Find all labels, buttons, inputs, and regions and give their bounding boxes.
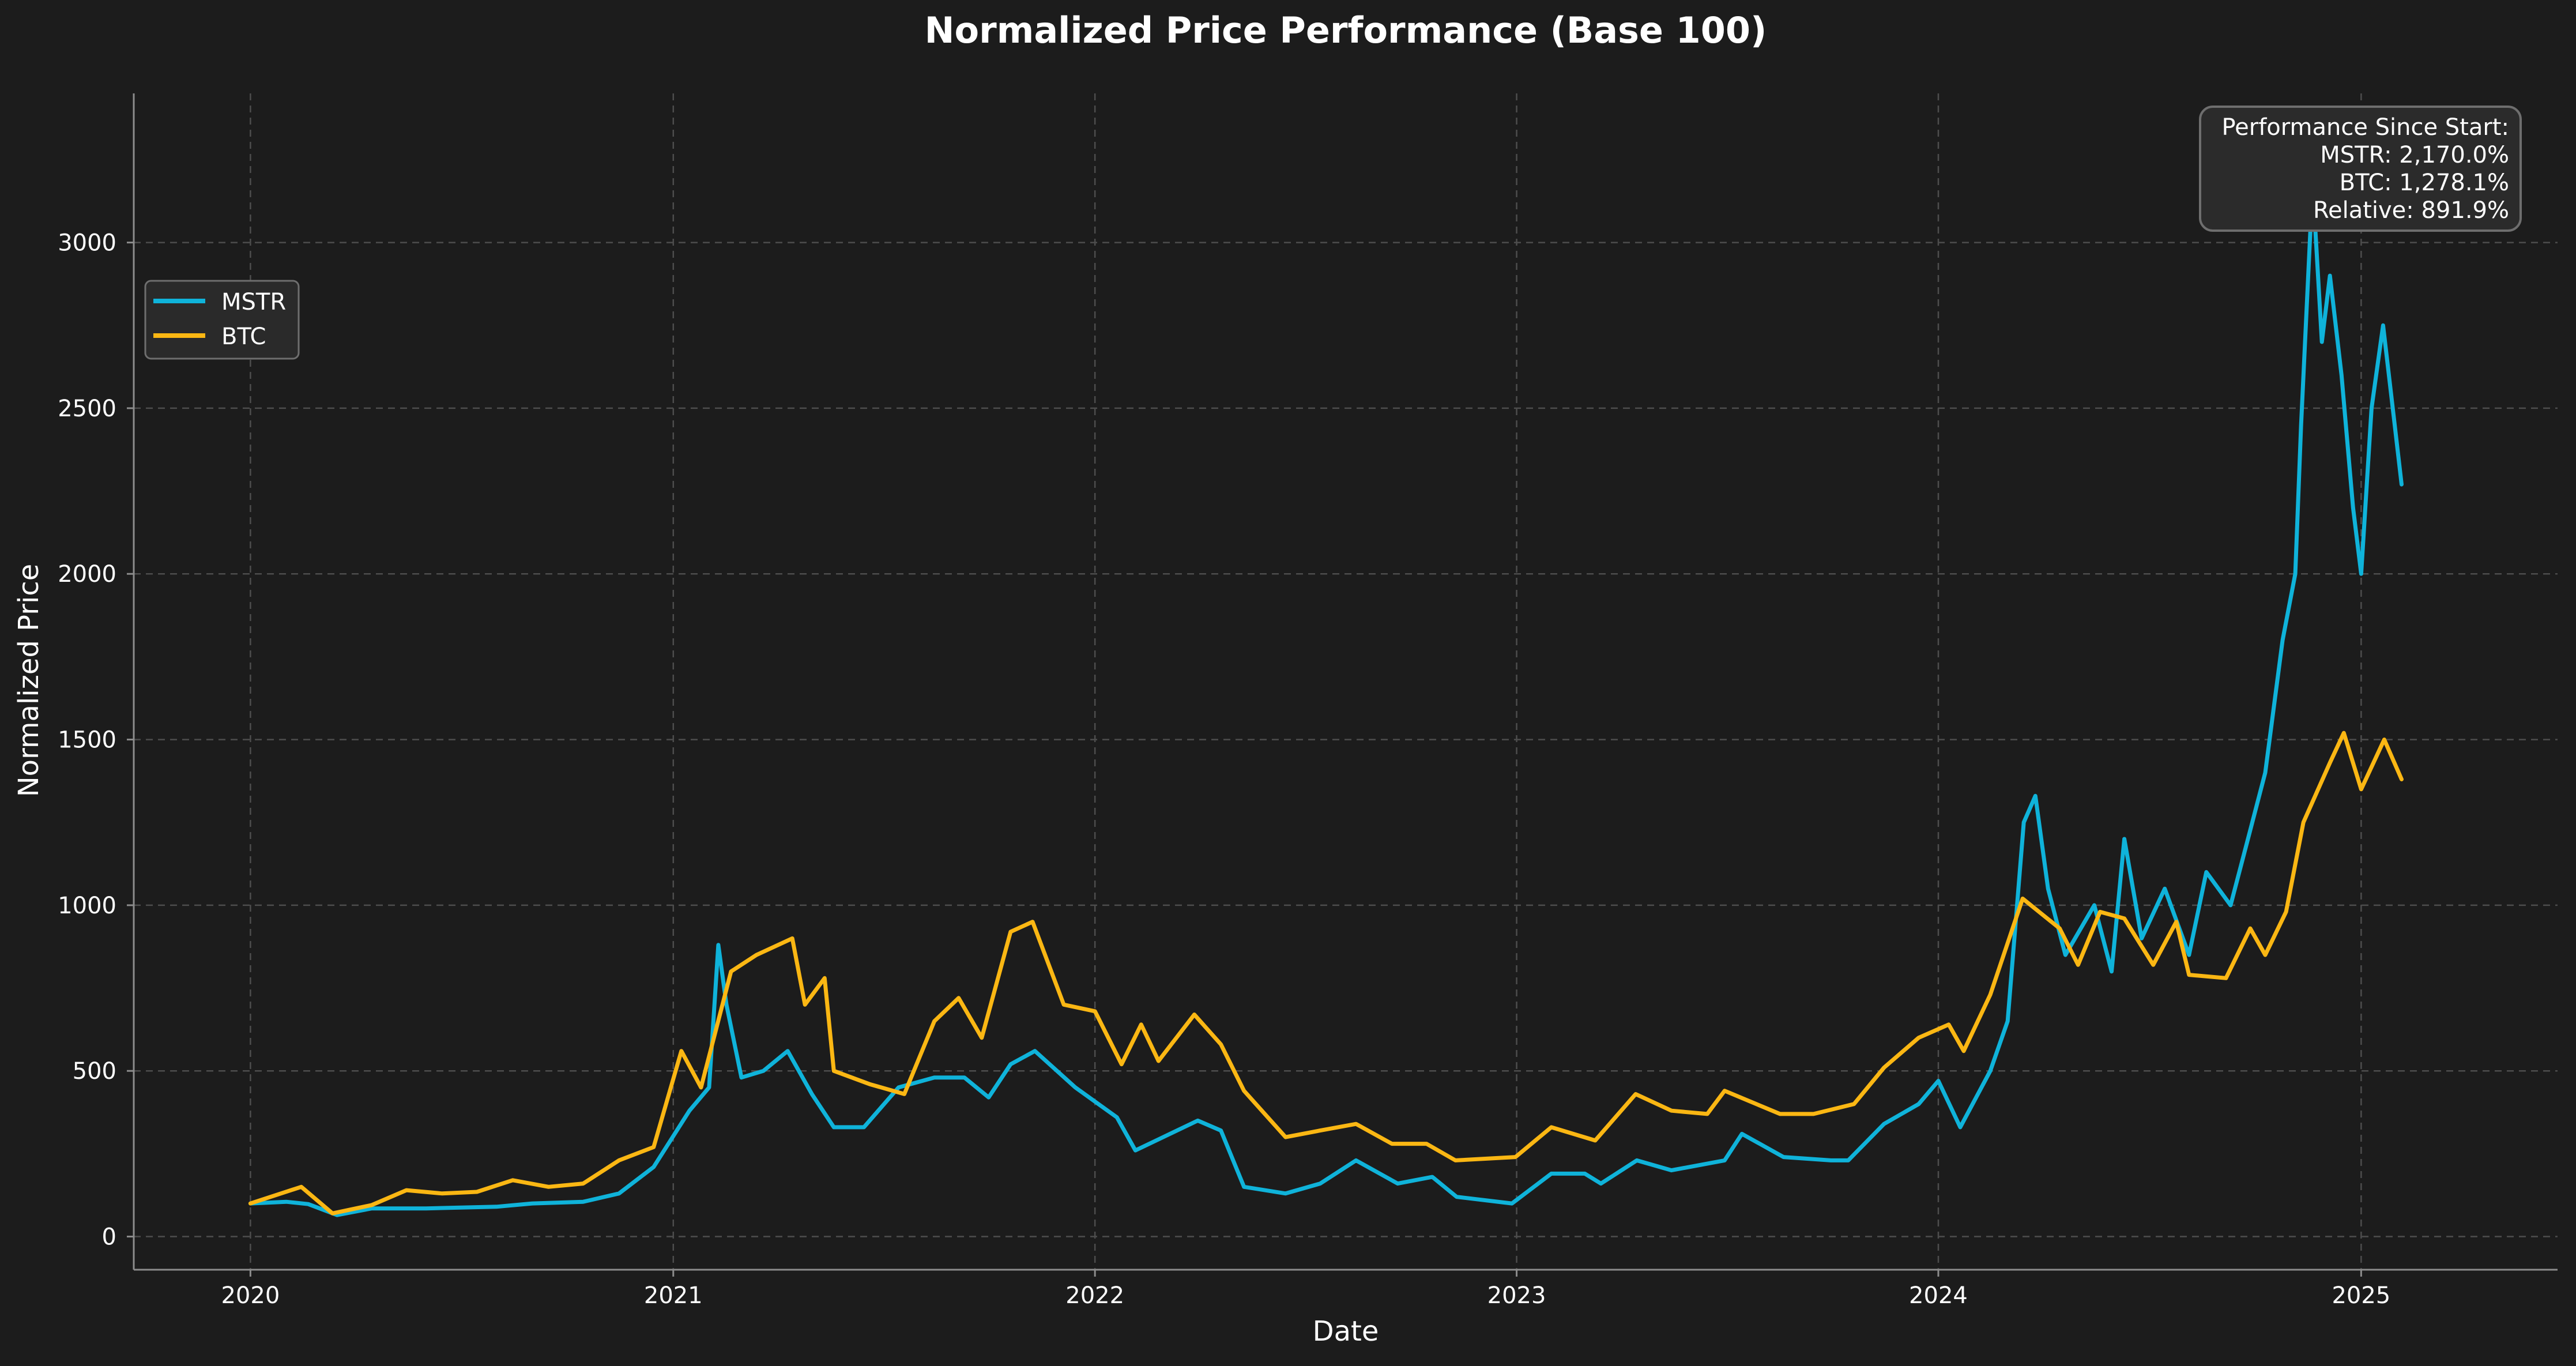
grid (134, 93, 2558, 1270)
y-tick-label: 3000 (58, 230, 116, 257)
y-tick-label: 0 (102, 1224, 116, 1251)
annotation-line-1: Performance Since Start: (2221, 114, 2509, 141)
x-tick-label: 2020 (221, 1282, 280, 1309)
tick-labels: 0 500 1000 1500 2000 2500 3000 2020 2021 2022 2023… (58, 230, 2390, 1309)
annotation-line-4: Relative: 891.9% (2313, 197, 2509, 224)
series (248, 180, 2404, 1217)
series-line-btc (248, 731, 2404, 1216)
x-tick-label: 2022 (1065, 1282, 1124, 1309)
x-tick-label: 2025 (2332, 1282, 2390, 1309)
x-tick-label: 2021 (644, 1282, 703, 1309)
x-axis-label: Date (1313, 1315, 1379, 1348)
legend: MSTR BTC (144, 280, 300, 360)
y-axis-label: Normalized Price (13, 564, 45, 797)
legend-label-mstr: MSTR (221, 289, 286, 315)
y-tick-label: 2000 (58, 561, 116, 588)
y-tick-label: 1500 (58, 727, 116, 754)
annotation-line-3: BTC: 1,278.1% (2340, 170, 2509, 196)
chart-title: Normalized Price Performance (Base 100) (925, 9, 1767, 51)
y-tick-label: 500 (73, 1058, 116, 1085)
x-tick-label: 2024 (1909, 1282, 1968, 1309)
x-tick-label: 2023 (1487, 1282, 1546, 1309)
annotation-line-2: MSTR: 2,170.0% (2320, 142, 2509, 168)
axes (133, 93, 2558, 1271)
y-tick-label: 2500 (58, 396, 116, 422)
y-tick-label: 1000 (58, 893, 116, 919)
annotation-box (2199, 106, 2522, 232)
performance-annotation: Performance Since Start: MSTR: 2,170.0% … (2199, 106, 2522, 232)
legend-label-btc: BTC (221, 323, 266, 350)
